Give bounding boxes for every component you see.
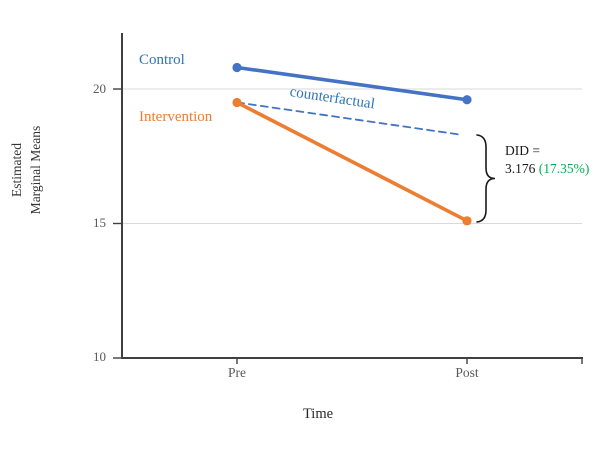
y-axis-title: Estimated Marginal Means xyxy=(7,95,47,245)
did-percent: (17.35%) xyxy=(538,160,590,176)
did-brace xyxy=(476,134,496,223)
y-tick-label-20: 20 xyxy=(93,81,106,96)
did-value: 3.176 xyxy=(505,160,536,176)
y-axis-title-line1: Estimated xyxy=(9,143,24,197)
y-tick-label-10: 10 xyxy=(93,349,106,364)
x-axis-title: Time xyxy=(302,406,334,422)
x-tick-label-post: Post xyxy=(455,365,479,380)
did-annotation-value-line: 3.176 (17.35%) xyxy=(505,160,589,178)
y-axis-title-line2: Marginal Means xyxy=(28,125,43,215)
y-tick-label-15: 15 xyxy=(93,215,106,230)
intervention-series-label: Intervention xyxy=(139,109,213,125)
series-line-intervention xyxy=(235,100,469,223)
series-line-counterfactual xyxy=(236,101,462,136)
did-annotation-label: DID = xyxy=(505,143,540,158)
data-point-control xyxy=(232,62,242,73)
data-point-intervention xyxy=(462,216,472,226)
x-tick-label-pre: Pre xyxy=(228,365,246,380)
control-series-label: Control xyxy=(139,52,185,68)
data-point-intervention xyxy=(232,97,242,108)
data-point-control xyxy=(462,95,472,105)
series-line-control xyxy=(235,65,469,102)
did-annotation: DID = 3.176 (17.35%) xyxy=(505,142,589,177)
